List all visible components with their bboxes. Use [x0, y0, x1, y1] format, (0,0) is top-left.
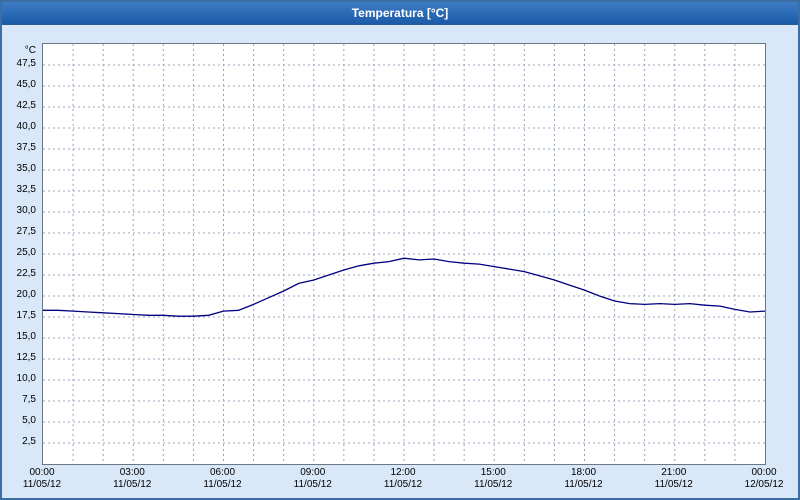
y-tick-label: 40,0 — [16, 121, 36, 132]
x-tick-label: 21:00 11/05/12 — [642, 467, 706, 491]
x-tick-time: 21:00 — [661, 467, 687, 478]
y-tick-label: 47,5 — [16, 58, 36, 69]
y-tick-label: 25,0 — [16, 247, 36, 258]
y-tick-label: 27,5 — [16, 226, 36, 237]
x-tick-label: 09:00 11/05/12 — [281, 467, 345, 491]
y-tick-label: 17,5 — [16, 310, 36, 321]
x-tick-time: 09:00 — [300, 467, 326, 478]
y-tick-label: 22,5 — [16, 268, 36, 279]
x-tick-date: 11/05/12 — [293, 479, 332, 490]
x-tick-label: 12:00 11/05/12 — [371, 467, 435, 491]
x-tick-label: 15:00 11/05/12 — [461, 467, 525, 491]
y-tick-label: 2,5 — [22, 436, 36, 447]
y-tick-label: 37,5 — [16, 142, 36, 153]
x-tick-time: 03:00 — [119, 467, 145, 478]
x-tick-date: 11/05/12 — [22, 479, 62, 490]
x-tick-time: 12:00 — [390, 467, 416, 478]
y-tick-label: 10,0 — [16, 373, 36, 384]
x-tick-time: 15:00 — [480, 467, 506, 478]
y-tick-label: 12,5 — [16, 352, 36, 363]
y-tick-label: 35,0 — [16, 163, 36, 174]
x-tick-date: 11/05/12 — [654, 479, 693, 490]
title-bar: Temperatura [°C] — [2, 2, 798, 25]
gridlines — [43, 44, 765, 464]
x-tick-time: 18:00 — [570, 467, 597, 478]
x-tick-label: 06:00 11/05/12 — [191, 467, 255, 491]
chart-title: Temperatura [°C] — [351, 6, 449, 20]
x-tick-time: 00:00 — [29, 467, 55, 478]
y-tick-label: 32,5 — [16, 184, 36, 195]
x-tick-time: 06:00 — [209, 467, 236, 478]
x-tick-date: 11/05/12 — [203, 479, 242, 490]
chart-canvas — [43, 44, 765, 464]
chart-area: °C 47,5 45,0 42,5 40,0 37,5 35,0 32,5 30,0 27,5 2… — [2, 25, 798, 498]
x-tick-date: 11/05/12 — [383, 479, 423, 490]
y-tick-label: 42,5 — [16, 100, 36, 111]
y-tick-label: 20,0 — [16, 289, 36, 300]
x-tick-date: 12/05/12 — [744, 479, 784, 490]
y-tick-label: 45,0 — [16, 79, 36, 90]
x-tick-label: 00:00 12/05/12 — [732, 467, 796, 491]
x-tick-date: 11/05/12 — [474, 479, 513, 490]
x-tick-date: 11/05/12 — [113, 479, 152, 490]
y-axis-unit-label: °C — [24, 45, 36, 56]
x-tick-label: 03:00 11/05/12 — [100, 467, 164, 491]
x-tick-date: 11/05/12 — [564, 479, 603, 490]
plot-area — [42, 43, 766, 465]
y-tick-label: 30,0 — [16, 205, 36, 216]
y-tick-label: 7,5 — [22, 394, 36, 405]
temperature-line — [43, 257, 765, 317]
y-tick-label: 5,0 — [22, 415, 36, 426]
y-tick-label: 15,0 — [16, 331, 36, 342]
x-tick-label: 00:00 11/05/12 — [10, 467, 74, 491]
x-tick-time: 00:00 — [751, 467, 777, 478]
x-tick-label: 18:00 11/05/12 — [552, 467, 616, 491]
